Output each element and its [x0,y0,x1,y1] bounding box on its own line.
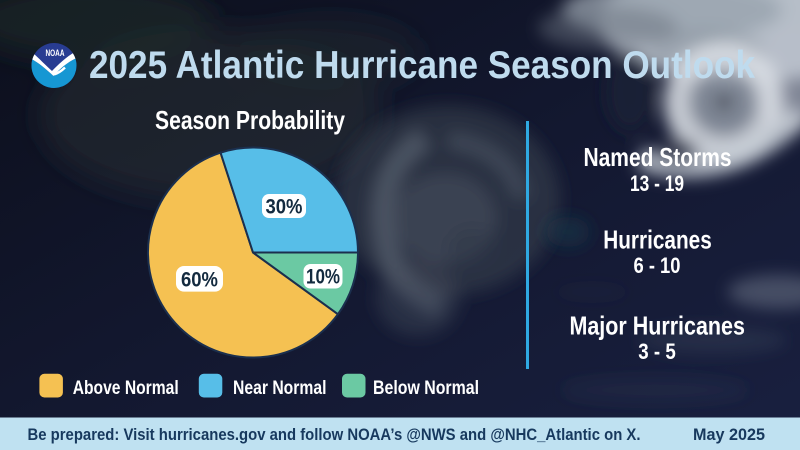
svg-text:60%: 60% [181,267,218,291]
svg-text:13 - 19: 13 - 19 [630,171,684,196]
svg-text:2025 Atlantic Hurricane Season: 2025 Atlantic Hurricane Season Outlook [89,44,756,87]
svg-text:Season Probability: Season Probability [155,105,345,135]
svg-text:NOAA: NOAA [46,48,65,59]
svg-text:Named Storms: Named Storms [584,142,732,172]
svg-text:Be prepared: Visit hurricanes.: Be prepared: Visit hurricanes.gov and fo… [28,425,641,444]
svg-text:Below Normal: Below Normal [373,377,479,399]
svg-text:30%: 30% [266,194,303,218]
svg-text:Above Normal: Above Normal [73,377,179,399]
svg-text:May 2025: May 2025 [693,425,765,444]
svg-text:10%: 10% [306,265,340,289]
svg-text:6 - 10: 6 - 10 [634,253,681,278]
svg-text:Major Hurricanes: Major Hurricanes [569,310,745,340]
svg-text:Near Normal: Near Normal [233,377,327,399]
svg-text:Hurricanes: Hurricanes [603,224,712,254]
svg-text:3 - 5: 3 - 5 [638,339,676,364]
